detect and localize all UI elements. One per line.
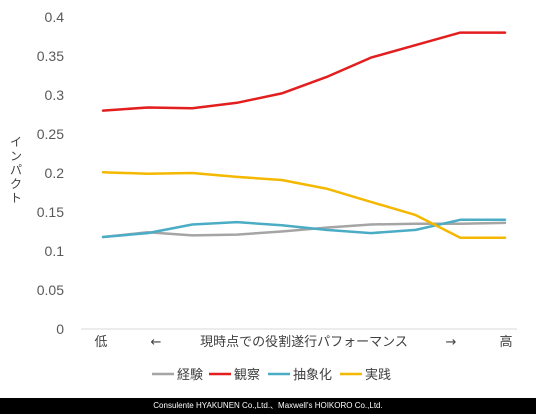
legend: 経験 観察 抽象化 実践 — [152, 367, 391, 383]
x-axis-left-arrow: ← — [151, 335, 162, 350]
series-lines — [101, 31, 507, 239]
y-tick-label: 0.3 — [45, 87, 65, 103]
x-axis-title: 現時点での役割遂行パフォーマンス — [200, 334, 408, 350]
x-axis-high-label: 高 — [499, 334, 512, 350]
x-axis-right-arrow: → — [446, 335, 457, 350]
y-tick-label: 0.35 — [37, 48, 64, 64]
y-tick-label: 0.4 — [45, 9, 65, 25]
y-tick-label: 0.25 — [37, 126, 64, 142]
x-axis-low-label: 低 — [94, 335, 107, 350]
y-tick-label: 0.1 — [45, 243, 65, 259]
footer-bar: Consulente HYAKUNEN Co.,Ltd.、Maxwell's H… — [0, 398, 536, 414]
legend-label: 経験 — [177, 368, 203, 383]
y-axis-label: インパクト — [10, 135, 22, 205]
y-tick-label: 0.05 — [37, 282, 64, 298]
y-tick-label: 0.15 — [37, 204, 64, 220]
legend-label: 観察 — [234, 368, 260, 383]
series-line-抽象化 — [101, 218, 507, 239]
y-axis-ticks: 0 0.05 0.1 0.15 0.2 0.25 0.3 0.35 0.4 — [37, 9, 64, 337]
line-chart: 0 0.05 0.1 0.15 0.2 0.25 0.3 0.35 0.4 インパクト 低 ← … — [10, 9, 517, 383]
footer-copyright: Consulente HYAKUNEN Co.,Ltd.、Maxwell's H… — [153, 401, 383, 410]
series-line-実践 — [101, 170, 507, 239]
x-axis-labels: 低 ← 現時点での役割遂行パフォーマンス → 高 — [94, 334, 512, 350]
series-line-観察 — [101, 31, 507, 112]
y-tick-label: 0.2 — [45, 165, 65, 181]
y-tick-label: 0 — [56, 321, 64, 337]
legend-label: 抽象化 — [293, 368, 332, 383]
legend-label: 実践 — [365, 367, 391, 383]
